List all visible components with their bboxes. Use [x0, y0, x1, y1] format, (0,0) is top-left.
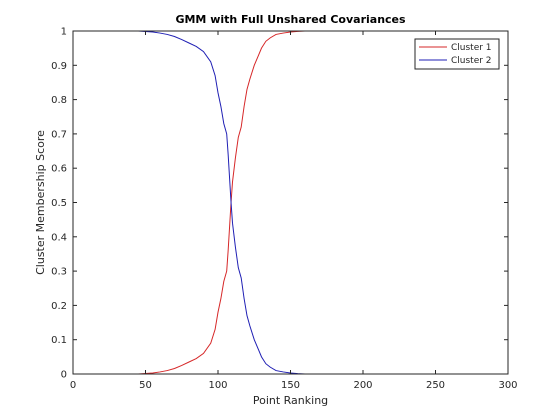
series-line-1	[73, 30, 508, 375]
chart-title: GMM with Full Unshared Covariances	[175, 13, 406, 26]
y-tick-label: 0.7	[51, 129, 67, 140]
x-tick-label: 150	[281, 380, 300, 391]
y-tick-label: 0	[61, 370, 67, 381]
series-line-2	[73, 30, 508, 375]
y-axis-label: Cluster Membership Score	[34, 130, 47, 275]
x-tick-label: 300	[498, 380, 517, 391]
y-tick-label: 0.9	[51, 61, 67, 72]
series-layer	[73, 30, 508, 375]
x-tick-label: 100	[208, 380, 227, 391]
y-axis-ticks: 0 0.1 0.2 0.3 0.4 0.5 0.6 0.7 0.8 0.9 1	[51, 27, 508, 381]
y-tick-label: 0.1	[51, 335, 67, 346]
y-tick-label: 0.5	[51, 198, 67, 209]
x-tick-label: 0	[70, 380, 76, 391]
x-tick-label: 200	[353, 380, 372, 391]
y-tick-label: 0.3	[51, 267, 67, 278]
legend-label-2: Cluster 2	[451, 56, 492, 66]
x-axis-label: Point Ranking	[253, 394, 328, 407]
x-tick-label: 250	[426, 380, 445, 391]
legend-box	[414, 38, 500, 70]
legend-label-1: Cluster 1	[451, 43, 492, 53]
y-tick-label: 0.4	[51, 232, 67, 243]
y-tick-label: 1	[61, 27, 67, 38]
y-tick-label: 0.8	[51, 95, 67, 106]
x-axis-ticks: 0 50 100 150 200 250 300	[70, 31, 518, 391]
x-tick-label: 50	[139, 380, 152, 391]
y-tick-label: 0.2	[51, 301, 67, 312]
legend: Cluster 1 Cluster 2	[414, 38, 500, 70]
plot-area	[73, 31, 508, 374]
y-tick-label: 0.6	[51, 164, 67, 175]
